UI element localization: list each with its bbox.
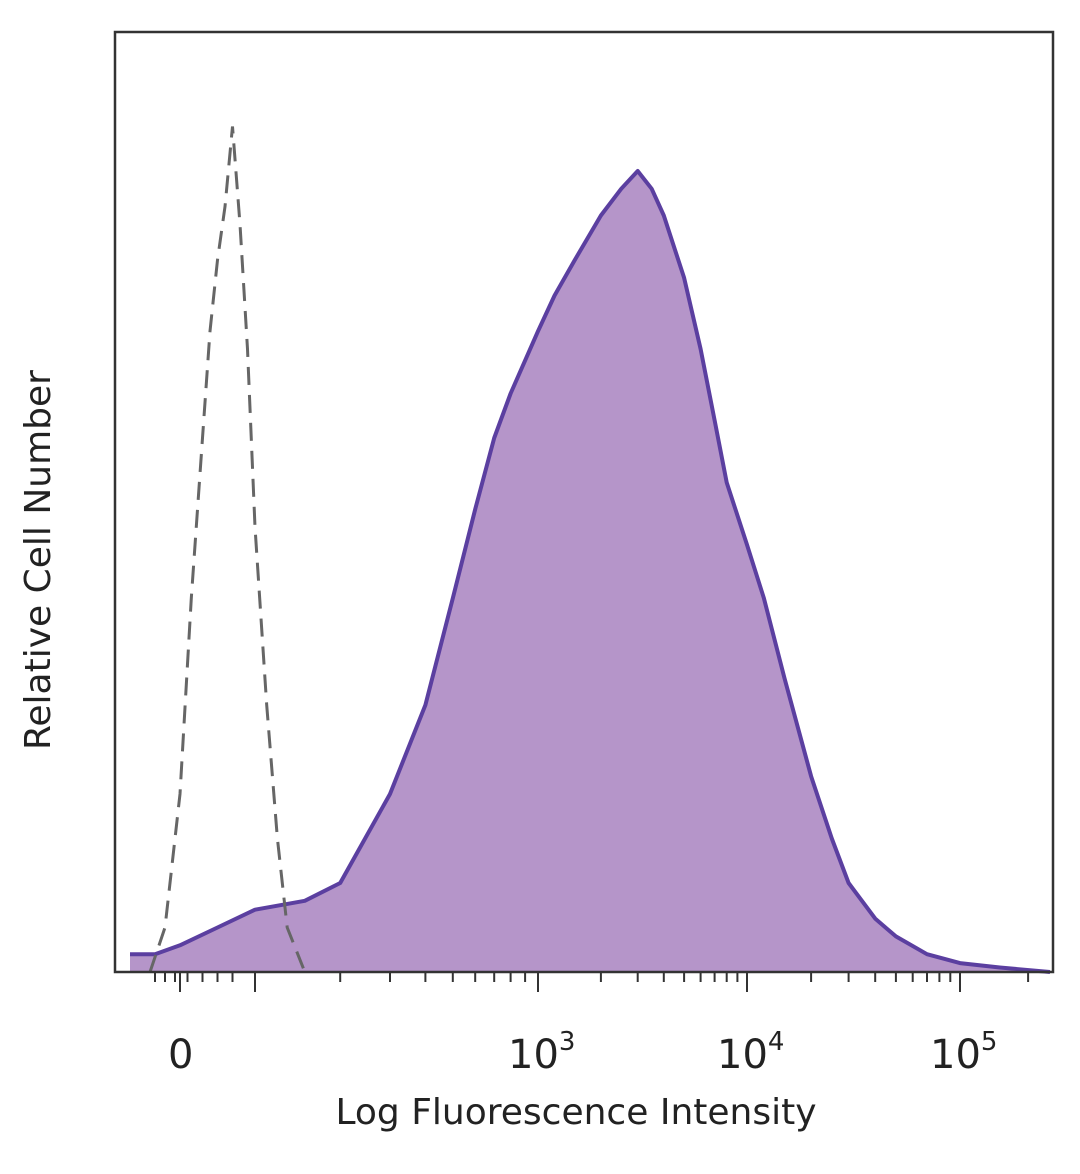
plot-layer — [130, 126, 1051, 974]
plot-frame — [113, 30, 1055, 974]
tick-layer: 0 103 104 105 — [154, 972, 1030, 1078]
stained-histogram-line — [130, 169, 1051, 974]
stained-histogram-fill — [130, 171, 1050, 972]
x-axis-title: Log Fluorescence Intensity — [335, 1092, 816, 1133]
x-tick-label: 103 — [508, 1027, 575, 1078]
x-tick-label: 104 — [717, 1027, 784, 1078]
x-tick-label: 105 — [930, 1027, 997, 1078]
y-axis-title: Relative Cell Number — [18, 370, 59, 750]
x-tick-label: 0 — [168, 1032, 193, 1078]
isotype-control-line — [148, 126, 307, 973]
